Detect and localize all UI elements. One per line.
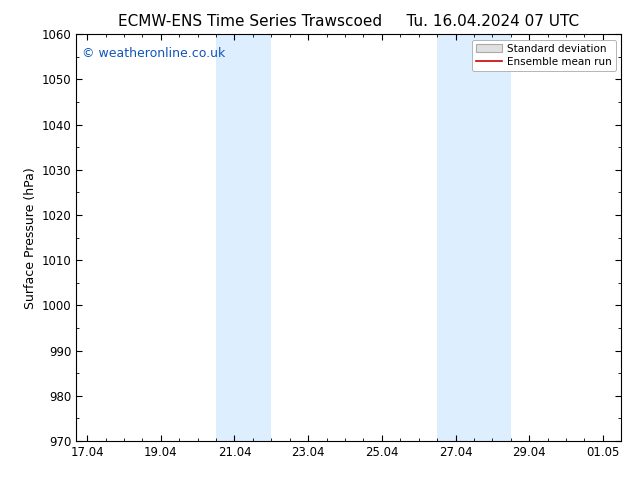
Bar — [216, 34, 271, 441]
Y-axis label: Surface Pressure (hPa): Surface Pressure (hPa) — [24, 167, 37, 309]
Bar — [437, 34, 511, 441]
Text: © weatheronline.co.uk: © weatheronline.co.uk — [82, 47, 225, 59]
Legend: Standard deviation, Ensemble mean run: Standard deviation, Ensemble mean run — [472, 40, 616, 71]
Title: ECMW-ENS Time Series Trawscoed     Tu. 16.04.2024 07 UTC: ECMW-ENS Time Series Trawscoed Tu. 16.04… — [118, 14, 579, 29]
